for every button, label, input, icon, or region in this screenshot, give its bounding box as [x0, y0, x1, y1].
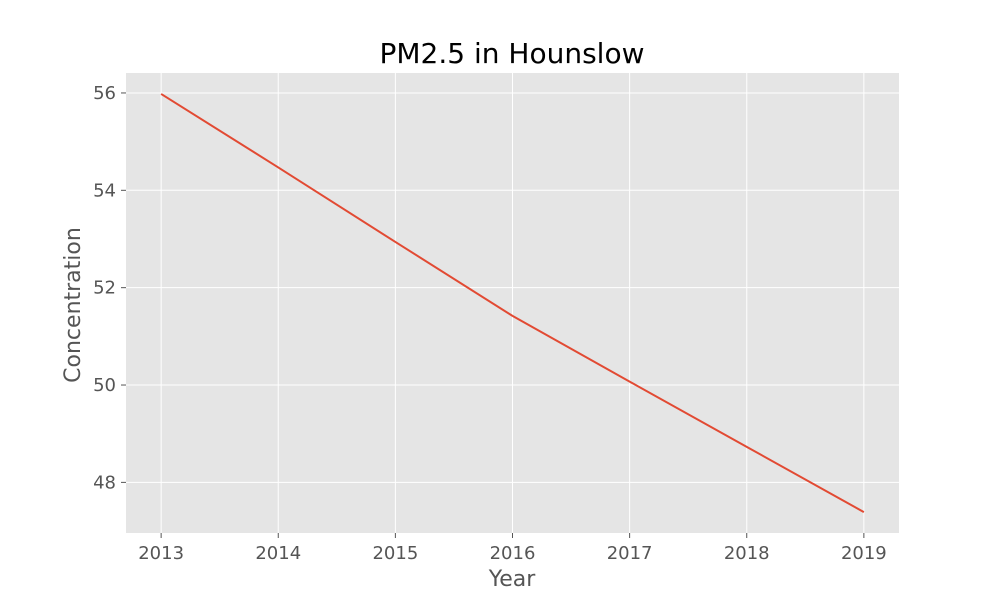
x-tick-label: 2016 [490, 543, 536, 564]
series-layer [160, 93, 865, 513]
series-line [160, 93, 865, 513]
y-tick-label: 54 [93, 180, 116, 201]
y-axis-ticks: 48 50 52 54 56 [93, 83, 126, 493]
y-tick-label: 56 [93, 83, 116, 104]
x-tick-label: 2014 [255, 543, 301, 564]
x-tick-label: 2019 [841, 543, 887, 564]
y-tick-label: 50 [93, 375, 116, 396]
x-tick-label: 2015 [372, 543, 418, 564]
chart-title: PM2.5 in Hounslow [380, 37, 645, 70]
grid-lines [126, 73, 899, 533]
y-tick-label: 48 [93, 472, 116, 493]
x-axis-ticks: 2013 2014 2015 2016 2017 2018 2019 [138, 533, 887, 564]
x-tick-label: 2017 [607, 543, 653, 564]
x-axis-label: Year [488, 567, 537, 592]
x-tick-label: 2018 [724, 543, 770, 564]
y-tick-label: 52 [93, 278, 116, 299]
x-tick-label: 2013 [138, 543, 184, 564]
y-axis-label: Concentration [61, 227, 86, 383]
